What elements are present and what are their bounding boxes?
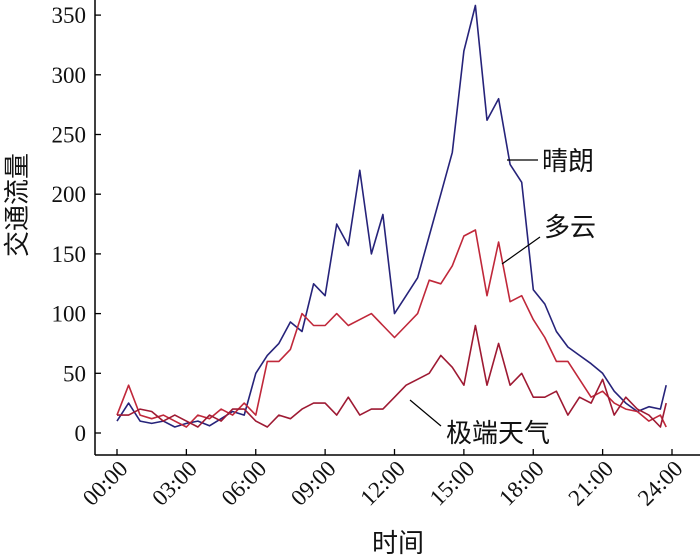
x-tick-label: 24:00: [633, 456, 688, 511]
x-tick-label: 18:00: [494, 456, 549, 511]
series-line-cloudy: [116, 229, 667, 428]
series-line-extreme: [117, 324, 667, 428]
annotation-clear: 晴朗: [542, 147, 594, 176]
y-tick-label: 50: [63, 361, 86, 386]
x-tick-label: 03:00: [147, 456, 202, 511]
y-tick-label: 150: [52, 242, 87, 267]
axes: [94, 0, 700, 456]
annotation-extreme: 极端天气: [446, 419, 550, 448]
y-tick-label: 0: [75, 421, 87, 446]
x-axis-label: 时间: [372, 529, 424, 557]
y-tick-label: 100: [52, 302, 87, 327]
x-tick-label: 15:00: [425, 456, 480, 511]
y-tick-label: 250: [52, 123, 87, 148]
y-tick-label: 300: [52, 63, 87, 88]
annotation-leader-cloudy: [501, 236, 541, 265]
x-tick-label: 09:00: [286, 456, 341, 511]
y-tick-label: 350: [52, 3, 87, 28]
y-axis-label: 交通流量: [3, 153, 32, 257]
x-tick-label: 06:00: [217, 456, 272, 511]
x-tick-label: 12:00: [355, 456, 410, 511]
x-tick-label: 21:00: [563, 456, 618, 511]
series-line-clear: [116, 4, 667, 428]
annotation-leader-extreme: [409, 399, 442, 427]
x-tick-label: 00:00: [78, 456, 133, 511]
y-tick-label: 200: [52, 182, 87, 207]
annotation-cloudy: 多云: [544, 213, 596, 242]
